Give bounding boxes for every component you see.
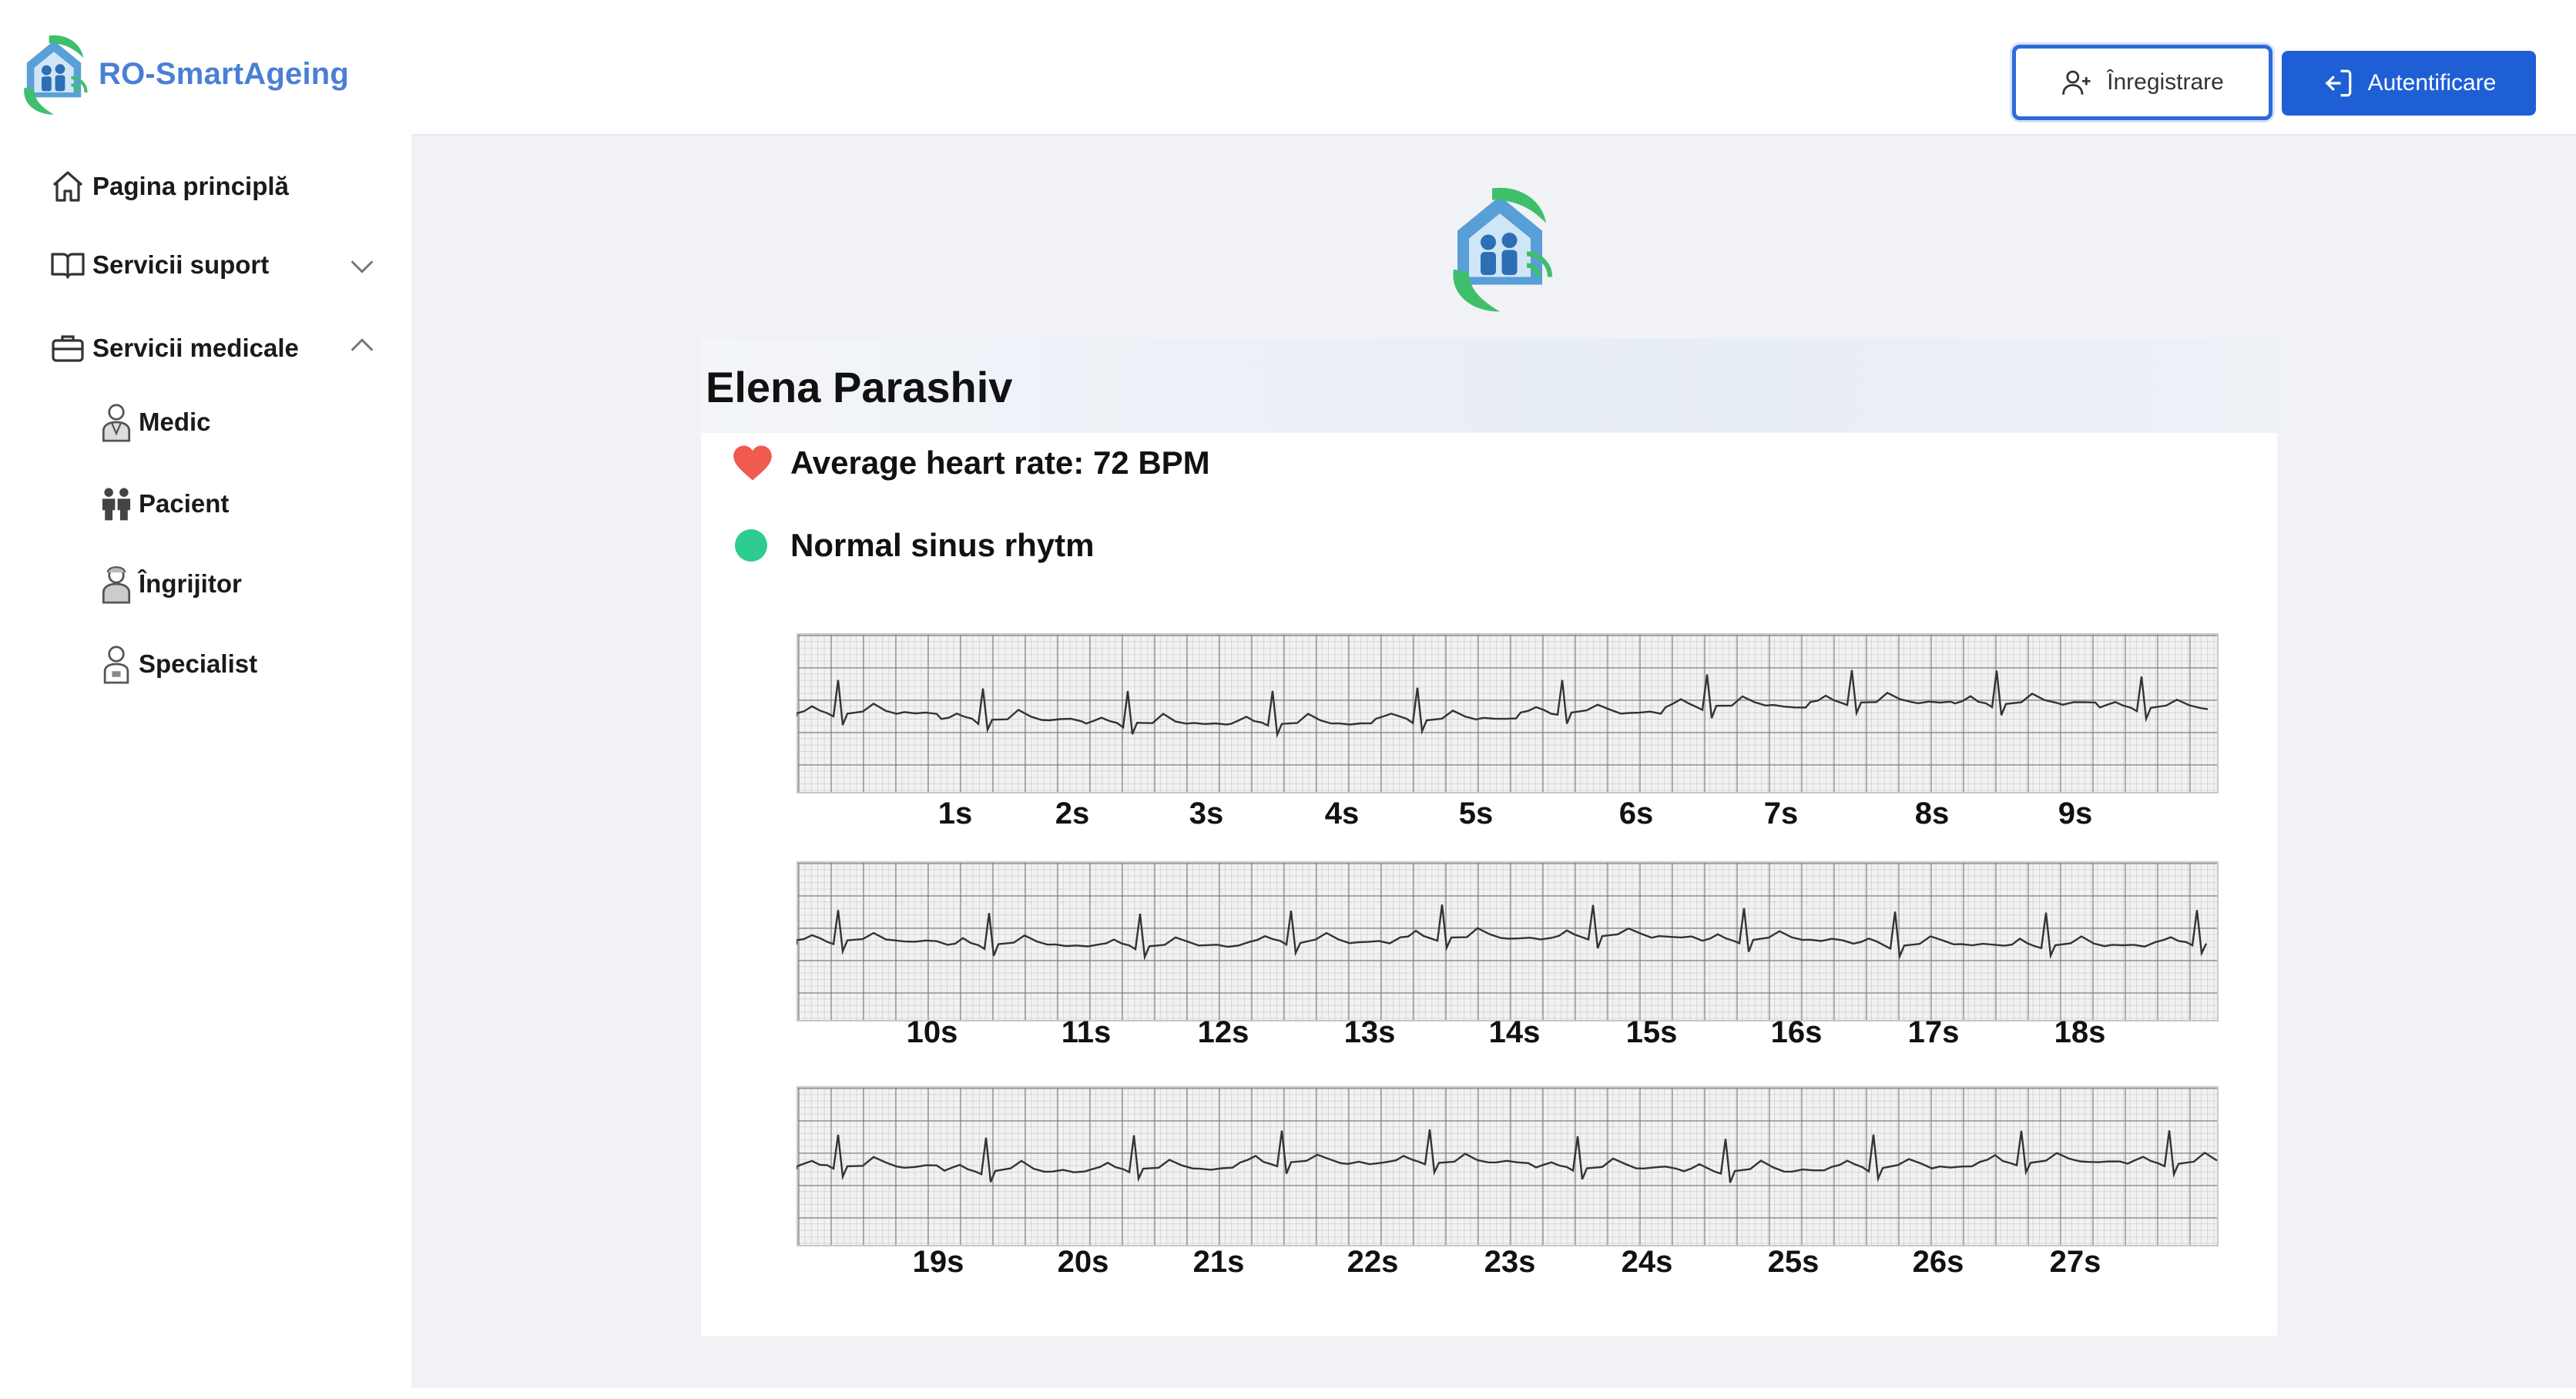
- caregiver-icon: [102, 566, 131, 604]
- ecg-time-label: 26s: [1912, 1245, 1964, 1279]
- ecg-time-label: 21s: [1192, 1245, 1245, 1279]
- ecg-time-label: 24s: [1621, 1245, 1673, 1279]
- register-button[interactable]: Înregistrare: [2012, 45, 2272, 120]
- ecg-time-label: 15s: [1625, 1015, 1678, 1049]
- briefcase-icon: [52, 335, 84, 362]
- rhythm-text: Normal sinus rhytm: [790, 527, 1095, 563]
- ecg-time-label: 7s: [1763, 797, 1799, 830]
- heart-rate-row: Average heart rate: 72 BPM: [732, 444, 1210, 482]
- patient-icon: [102, 488, 131, 521]
- ecg-time-label: 23s: [1484, 1245, 1536, 1279]
- sidebar-item-home[interactable]: Pagina principlă: [49, 168, 289, 205]
- ecg-time-label: 14s: [1488, 1015, 1541, 1049]
- ecg-time-label: 1s: [937, 797, 973, 830]
- ecg-time-label: 25s: [1767, 1245, 1820, 1279]
- sidebar-subitem-medic[interactable]: Medic: [99, 402, 211, 442]
- ecg-time-label: 22s: [1347, 1245, 1399, 1279]
- heart-icon: [733, 445, 772, 481]
- sidebar-subitem-label: Pacient: [139, 489, 230, 518]
- sidebar-item-label: Servicii suport: [92, 250, 270, 279]
- login-icon: [2325, 69, 2351, 97]
- home-icon: [52, 171, 83, 202]
- ecg-time-label: 6s: [1618, 797, 1654, 830]
- ecg-time-label: 20s: [1057, 1245, 1109, 1279]
- sidebar-subitem-label: Îngrijitor: [139, 569, 242, 598]
- login-button[interactable]: Autentificare: [2282, 51, 2536, 116]
- sidebar-subitem-label: Specialist: [139, 649, 258, 678]
- ecg-time-label: 27s: [2049, 1245, 2101, 1279]
- ecg-time-label: 8s: [1914, 797, 1950, 830]
- ecg-grid: [797, 633, 2219, 793]
- ecg-grid: [797, 1086, 2219, 1246]
- sidebar-item-medical-services[interactable]: Servicii medicale: [49, 330, 299, 367]
- ecg-grid: [797, 861, 2219, 1022]
- book-icon: [51, 253, 85, 279]
- sidebar-item-label: Pagina principlă: [92, 172, 289, 200]
- doctor-icon: [102, 404, 131, 442]
- ecg-time-label: 3s: [1189, 797, 1224, 830]
- sidebar-subitem-patient[interactable]: Pacient: [99, 484, 229, 524]
- register-button-label: Înregistrare: [2107, 69, 2224, 95]
- rhythm-row: Normal sinus rhytm: [732, 527, 1094, 564]
- ecg-time-label: 16s: [1770, 1015, 1823, 1049]
- ecg-time-label: 10s: [906, 1015, 958, 1049]
- brand-logo[interactable]: RO-SmartAgeing: [17, 31, 349, 117]
- ecg-time-label: 9s: [2058, 797, 2093, 830]
- specialist-icon: [103, 646, 129, 684]
- ecg-strip-2: [797, 861, 2219, 1022]
- brand-name: RO-SmartAgeing: [99, 56, 350, 91]
- ecg-strip-3: [797, 1086, 2219, 1246]
- ecg-trace: [797, 1129, 2218, 1183]
- ecg-time-label: 4s: [1324, 797, 1360, 830]
- heart-rate-text: Average heart rate: 72 BPM: [790, 445, 1210, 481]
- ecg-time-label: 12s: [1197, 1015, 1249, 1049]
- chevron-up-icon[interactable]: [347, 330, 377, 361]
- ecg-time-label: 17s: [1907, 1015, 1960, 1049]
- ecg-trace: [797, 904, 2208, 961]
- ecg-strip-1: [797, 633, 2219, 793]
- add-user-icon: [2062, 70, 2091, 95]
- smartageing-logo-icon: [1453, 187, 1553, 312]
- status-dot-icon: [735, 529, 767, 562]
- sidebar-subitem-specialist[interactable]: Specialist: [99, 644, 257, 684]
- sidebar-item-label: Servicii medicale: [92, 334, 299, 362]
- chevron-down-icon[interactable]: [347, 251, 377, 282]
- patient-name: Elena Parashiv: [706, 363, 1013, 411]
- login-button-label: Autentificare: [2367, 70, 2497, 96]
- smartageing-logo-icon: [24, 35, 88, 115]
- sidebar-subitem-label: Medic: [139, 408, 211, 436]
- ecg-time-label: 18s: [2054, 1015, 2106, 1049]
- sidebar-subitem-caregiver[interactable]: Îngrijitor: [99, 564, 242, 604]
- ecg-time-label: 5s: [1458, 797, 1494, 830]
- sidebar: RO-SmartAgeing Pagina principlă Servicii…: [0, 0, 411, 1399]
- ecg-time-label: 19s: [912, 1245, 964, 1279]
- ecg-time-label: 2s: [1055, 797, 1090, 830]
- ecg-trace: [797, 669, 2209, 739]
- sidebar-item-support-services[interactable]: Servicii suport: [49, 247, 269, 283]
- ecg-time-label: 13s: [1343, 1015, 1396, 1049]
- ecg-time-label: 11s: [1061, 1015, 1112, 1049]
- patient-header-bar: [701, 339, 2277, 431]
